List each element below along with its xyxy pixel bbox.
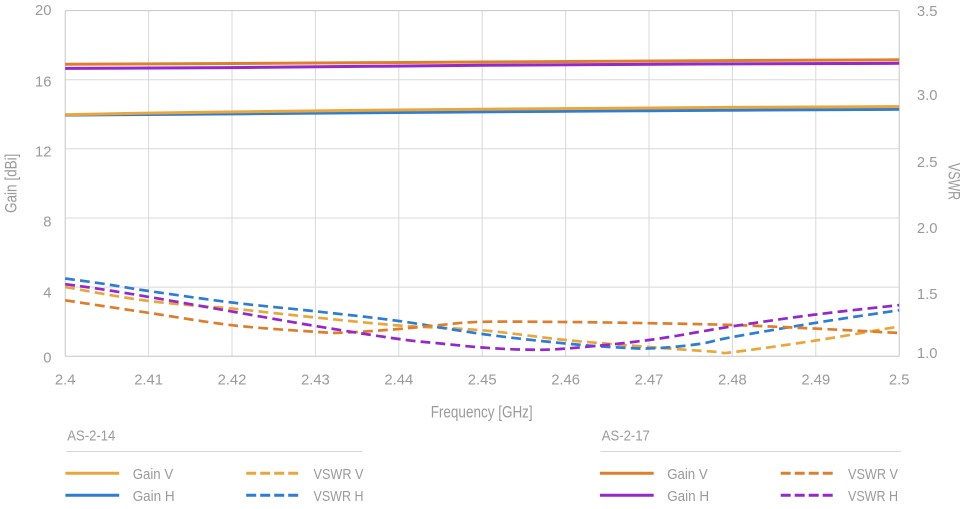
svg-text:2.47: 2.47 — [635, 372, 664, 388]
svg-text:VSWR V: VSWR V — [314, 467, 364, 483]
svg-text:12: 12 — [35, 145, 51, 161]
svg-text:2.0: 2.0 — [917, 221, 938, 237]
svg-text:VSWR V: VSWR V — [848, 467, 898, 483]
svg-text:Gain H: Gain H — [133, 489, 175, 504]
svg-text:4: 4 — [43, 286, 51, 302]
svg-text:20: 20 — [35, 3, 51, 19]
svg-text:3.5: 3.5 — [917, 4, 938, 20]
svg-text:2.48: 2.48 — [718, 372, 747, 388]
svg-text:8: 8 — [43, 215, 51, 231]
svg-text:Gain H: Gain H — [667, 489, 709, 504]
svg-text:2.46: 2.46 — [551, 372, 580, 388]
svg-text:VSWR H: VSWR H — [848, 489, 898, 504]
svg-text:Frequency [GHz]: Frequency [GHz] — [431, 404, 533, 422]
svg-text:Gain V: Gain V — [133, 467, 174, 483]
svg-text:2.44: 2.44 — [384, 372, 413, 388]
svg-text:2.4: 2.4 — [55, 372, 76, 388]
svg-text:AS-2-14: AS-2-14 — [67, 429, 115, 445]
svg-text:Gain [dBi]: Gain [dBi] — [2, 154, 20, 214]
svg-text:1.5: 1.5 — [917, 287, 938, 303]
svg-text:VSWR H: VSWR H — [314, 489, 364, 504]
svg-text:2.5: 2.5 — [917, 155, 938, 171]
svg-text:3.0: 3.0 — [917, 88, 938, 104]
svg-text:2.5: 2.5 — [889, 372, 910, 388]
svg-text:2.41: 2.41 — [134, 372, 163, 388]
svg-text:2.49: 2.49 — [801, 372, 830, 388]
svg-text:VSWR: VSWR — [944, 163, 962, 200]
svg-text:2.43: 2.43 — [301, 372, 330, 388]
svg-text:AS-2-17: AS-2-17 — [602, 429, 650, 445]
svg-text:0: 0 — [43, 351, 51, 367]
svg-text:1.0: 1.0 — [917, 346, 938, 362]
svg-text:16: 16 — [35, 74, 51, 90]
svg-text:2.45: 2.45 — [468, 372, 497, 388]
svg-text:2.42: 2.42 — [218, 372, 247, 388]
svg-text:Gain V: Gain V — [667, 467, 708, 483]
